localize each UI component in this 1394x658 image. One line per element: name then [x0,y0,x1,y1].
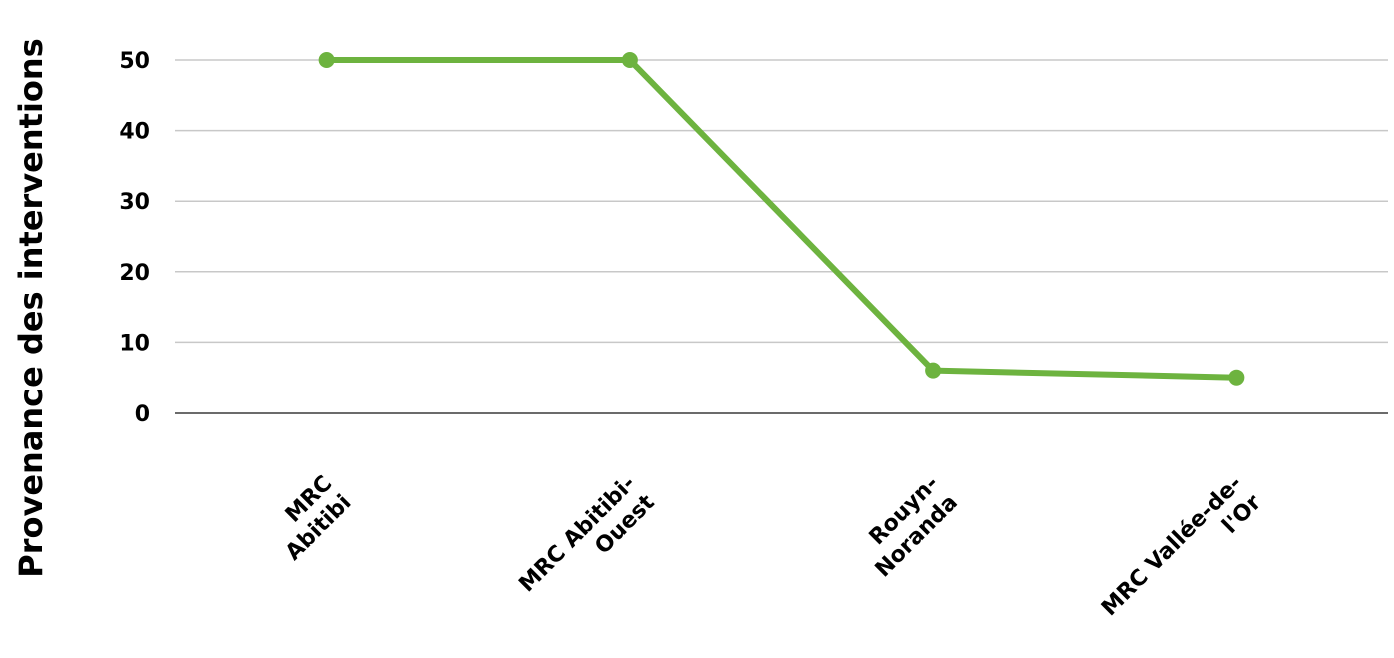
series-points [318,52,1245,386]
y-tick-label: 50 [119,49,150,74]
y-tick-label: 10 [119,331,150,356]
series-lines [323,57,1240,381]
x-category-label: MRC Abitibi-Ouest [514,471,660,617]
x-category-label: MRCAbitibi [262,471,357,566]
y-tick-label: 20 [119,261,150,286]
gridlines [175,59,1388,414]
data-point [925,362,942,379]
x-category-label: Rouyn-Noranda [852,471,963,582]
y-axis-label: Provenance des interventions [12,38,50,578]
y-axis-ticks: 0 10 20 30 40 50 [119,49,150,427]
y-tick-label: 30 [119,190,150,215]
data-point [1228,369,1245,386]
x-axis-categories: MRCAbitibi MRC Abitibi-Ouest Rouyn-Noranda… [262,471,1267,640]
y-tick-label: 40 [119,120,150,145]
data-point [621,52,638,68]
data-point [318,52,335,68]
x-category-label: MRC Vallée-de-l'Or [1097,471,1266,640]
series-line [323,57,1240,381]
y-tick-label: 0 [135,402,150,427]
